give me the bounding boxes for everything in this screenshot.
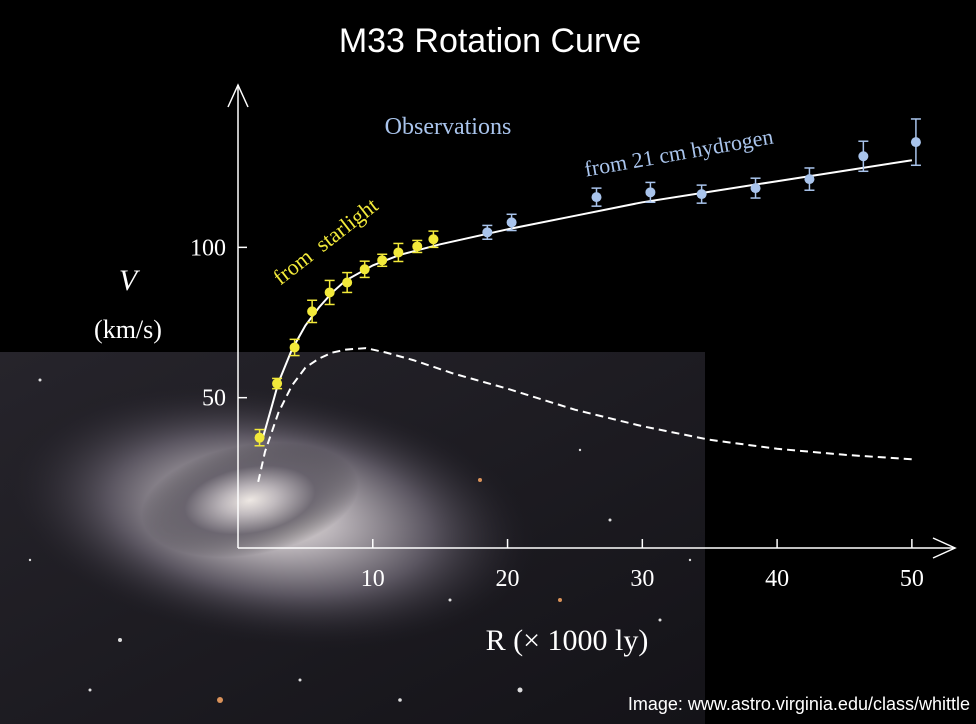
data-point: [482, 227, 493, 238]
data-point: [342, 277, 353, 288]
data-point: [591, 192, 602, 203]
x-axis-arrow: [932, 537, 957, 559]
annotation: Observations: [385, 114, 512, 140]
data-point: [289, 342, 300, 353]
galaxy-photo: [0, 352, 705, 724]
x-tick-label: 30: [630, 566, 654, 592]
data-point: [750, 183, 761, 194]
expected-curve: [257, 347, 912, 483]
x-tick-label: 50: [900, 566, 924, 592]
y-axis-unit: (km/s): [94, 315, 162, 344]
x-tick-label: 10: [361, 566, 385, 592]
data-point: [645, 187, 656, 198]
data-point: [359, 264, 370, 275]
data-point: [377, 255, 388, 266]
x-tick-label: 20: [496, 566, 520, 592]
data-point: [858, 151, 869, 162]
data-point: [506, 217, 517, 228]
x-tick-label: 40: [765, 566, 789, 592]
data-point: [324, 287, 335, 298]
data-point: [272, 378, 283, 389]
data-point: [804, 174, 815, 185]
data-point: [412, 241, 423, 252]
data-point: [910, 137, 921, 148]
data-point: [254, 432, 265, 443]
x-axis-label: R (× 1000 ly): [486, 624, 649, 657]
y-tick-label: 50: [202, 386, 226, 412]
series-label: Expected from visible disk: [0, 0, 118, 5]
data-point: [393, 247, 404, 258]
y-tick-label: 100: [190, 235, 226, 261]
data-point: [307, 306, 318, 317]
y-axis-arrow: [227, 83, 249, 108]
data-point: [696, 189, 707, 200]
data-point: [428, 234, 439, 245]
chart-title: M33 Rotation Curve: [339, 22, 641, 60]
y-axis-label: V: [119, 264, 141, 297]
image-credit: Image: www.astro.virginia.edu/class/whit…: [628, 694, 970, 714]
